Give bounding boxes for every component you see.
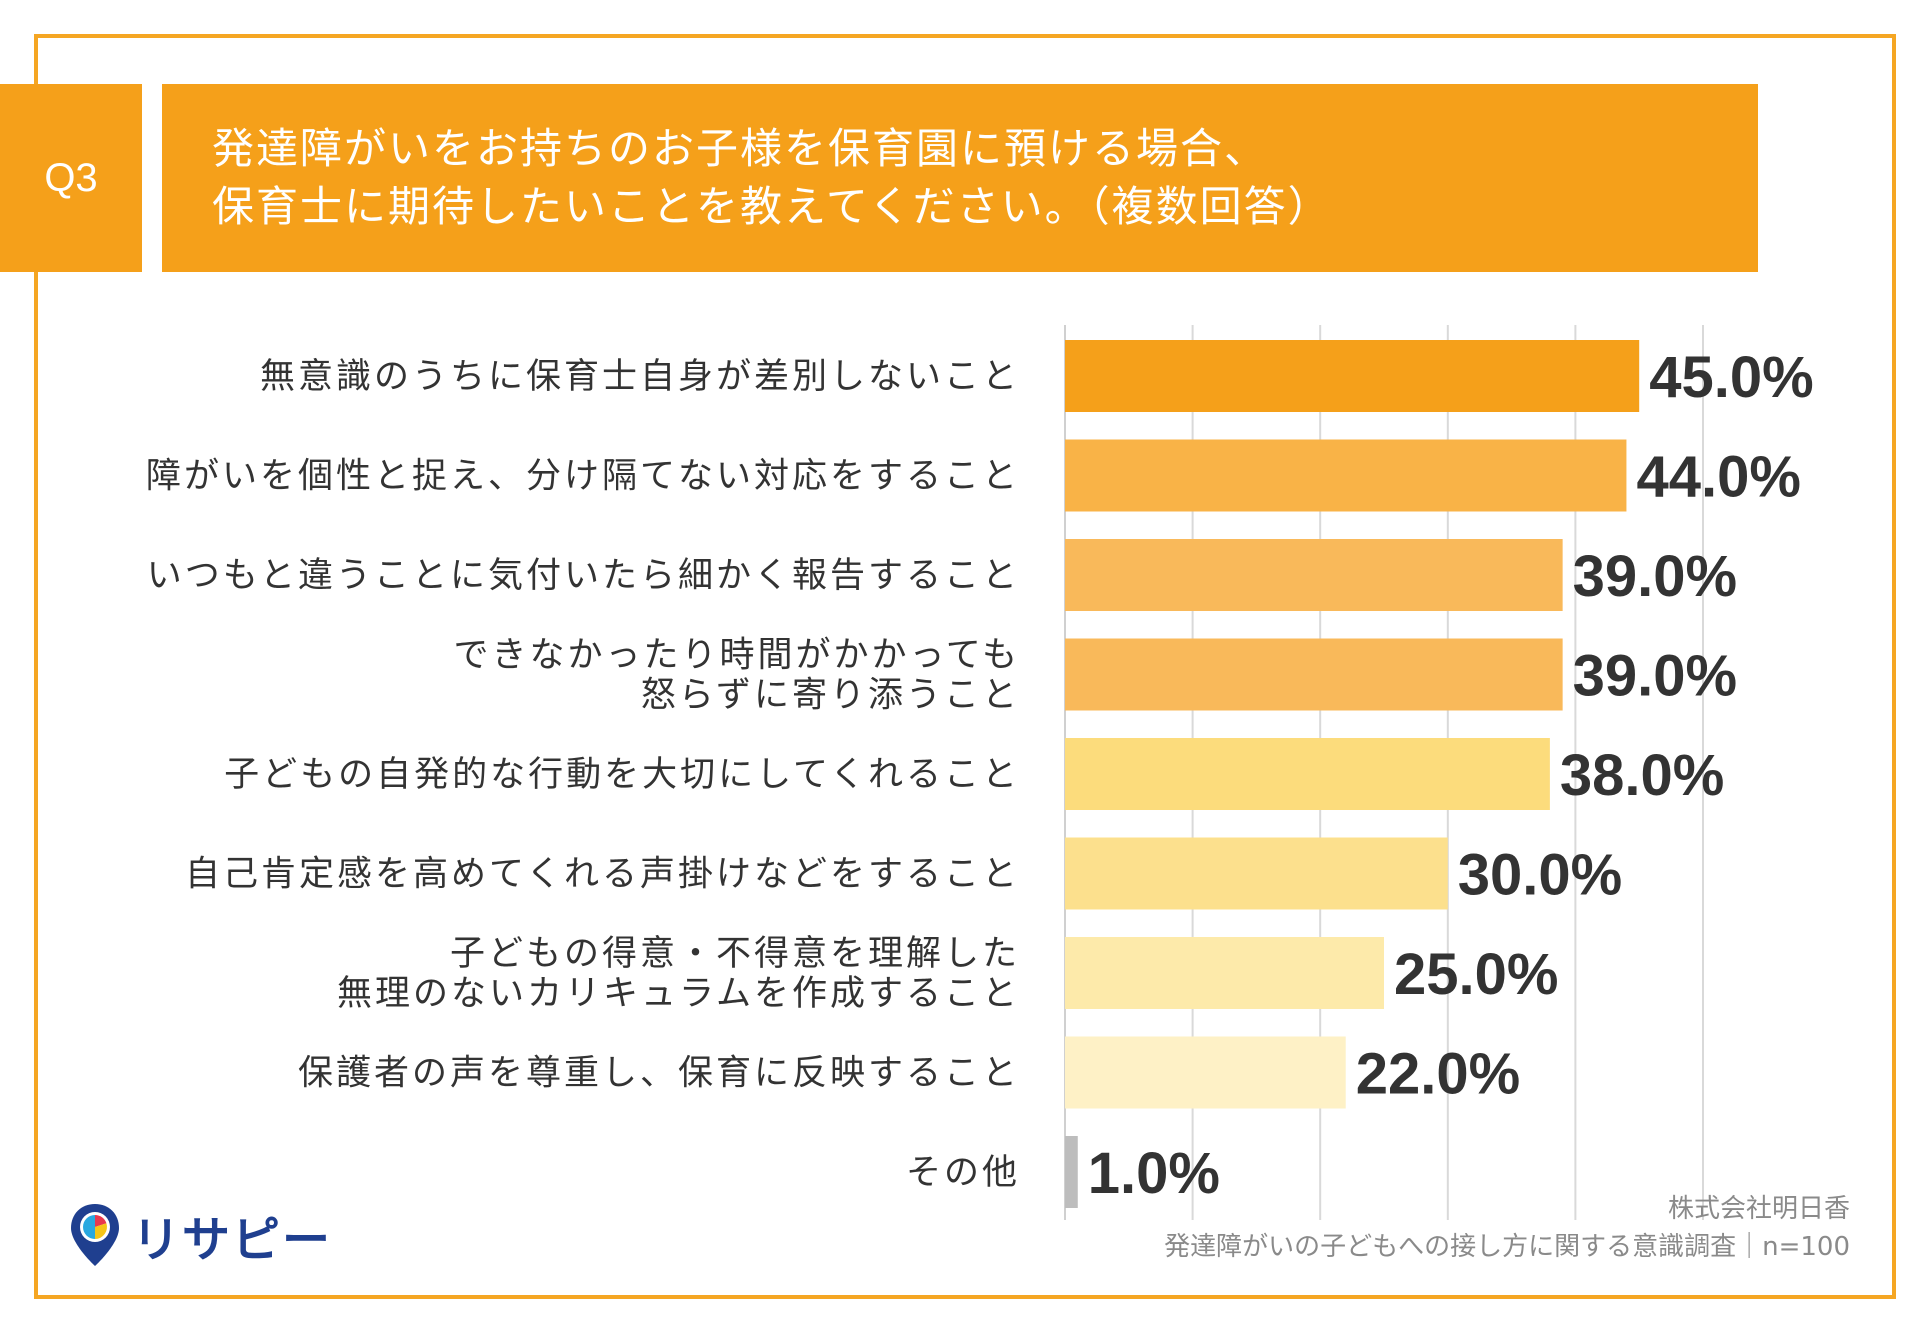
bar-1 <box>1065 439 1627 512</box>
category-label-3-line-1: 怒らずに寄り添うこと <box>641 676 1020 716</box>
bar-6 <box>1065 937 1384 1009</box>
bar-0 <box>1065 340 1640 412</box>
category-label-6-line-1: 無理のないカリキュラムを作成すること <box>337 974 1020 1014</box>
chart-frame <box>34 34 1896 1299</box>
category-label-8: その他 <box>906 1153 1020 1193</box>
category-label-1: 障がいを個性と捉え、分け隔てない対応をすること <box>146 457 1020 497</box>
bar-4 <box>1065 738 1550 810</box>
value-label-8: 1.0% <box>1088 1141 1220 1206</box>
source-survey: 発達障がいの子どもへの接し方に関する意識調査｜n=100 <box>1164 1232 1850 1262</box>
value-label-6: 25.0% <box>1394 942 1558 1007</box>
bar-3 <box>1065 638 1563 711</box>
value-label-0: 45.0% <box>1649 345 1813 410</box>
bar-2 <box>1065 539 1563 611</box>
question-number: Q3 <box>44 155 98 200</box>
question-number-badge: Q3 <box>0 84 142 272</box>
category-label-4: 子どもの自発的な行動を大切にしてくれること <box>224 755 1020 795</box>
category-label-7: 保護者の声を尊重し、保育に反映すること <box>298 1054 1020 1094</box>
bar-7 <box>1065 1036 1346 1109</box>
source-company: 株式会社明日香 <box>1667 1194 1850 1224</box>
question-banner: 発達障がいをお持ちのお子様を保育園に預ける場合、 保育士に期待したいことを教えて… <box>162 84 1758 272</box>
value-label-1: 44.0% <box>1636 445 1800 510</box>
question-line-1: 発達障がいをお持ちのお子様を保育園に預ける場合、 <box>212 124 1269 173</box>
bar-5 <box>1065 837 1448 910</box>
category-label-6-line-0: 子どもの得意・不得意を理解した <box>450 934 1020 974</box>
source-note: 株式会社明日香 発達障がいの子どもへの接し方に関する意識調査｜n=100 <box>1164 1190 1850 1266</box>
value-label-3: 39.0% <box>1573 644 1737 709</box>
category-label-2: いつもと違うことに気付いたら細かく報告すること <box>147 556 1020 596</box>
category-label-3-line-0: できなかったり時間がかかっても <box>453 636 1020 676</box>
value-label-5: 30.0% <box>1458 843 1622 908</box>
value-label-2: 39.0% <box>1573 544 1737 609</box>
value-label-7: 22.0% <box>1356 1042 1520 1107</box>
question-line-2: 保育士に期待したいことを教えてください。（複数回答） <box>212 182 1332 231</box>
category-label-0: 無意識のうちに保育士自身が差別しないこと <box>260 357 1020 397</box>
brand-logo: リサピー <box>68 1200 332 1270</box>
category-label-5: 自己肯定感を高めてくれる声掛けなどをすること <box>185 855 1020 895</box>
map-pin-logo-icon <box>71 1204 119 1266</box>
bar-8 <box>1065 1136 1078 1208</box>
value-label-4: 38.0% <box>1560 743 1724 808</box>
brand-name: リサピー <box>132 1212 333 1268</box>
